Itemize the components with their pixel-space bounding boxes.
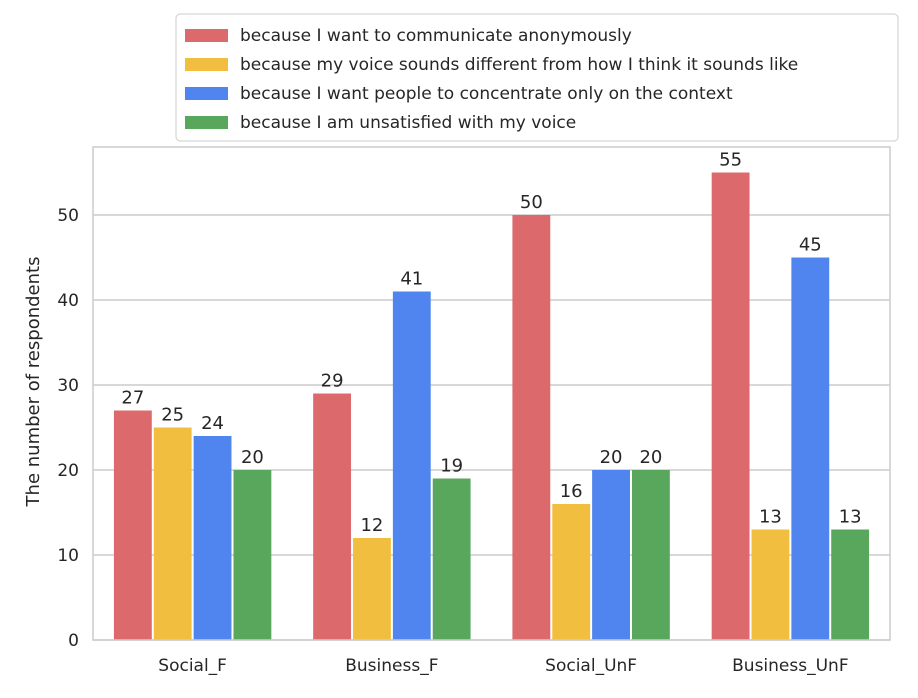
y-tick-label: 40 [57, 291, 79, 311]
bar-value-label: 20 [639, 447, 662, 468]
bar-value-label: 41 [400, 269, 423, 290]
bar-value-label: 25 [161, 405, 184, 426]
x-tick-label: Business_UnF [732, 656, 848, 676]
bar [791, 257, 830, 640]
bar-value-label: 13 [759, 507, 782, 528]
bar [711, 172, 750, 640]
bar-value-label: 19 [440, 456, 463, 477]
x-tick-labels: Social_F Business_F Social_UnF Business_UnF [158, 656, 848, 676]
y-axis-title: The number of respondents [23, 257, 44, 508]
bar-value-label: 20 [241, 447, 264, 468]
legend-entry-label: because I want to communicate anonymousl… [240, 26, 632, 46]
bar [392, 291, 431, 640]
legend-swatch [185, 87, 228, 100]
bar [512, 215, 551, 640]
legend-box [175, 13, 899, 142]
legend-entry-label: because my voice sounds different from h… [240, 55, 798, 75]
bar-value-label: 50 [520, 192, 543, 213]
bar [313, 393, 352, 640]
bar-value-label: 12 [360, 515, 383, 536]
bars [113, 172, 870, 640]
y-tick-label: 50 [57, 206, 79, 226]
y-tick-label: 0 [68, 631, 79, 651]
legend-entry-label: because I am unsatisfied with my voice [240, 113, 576, 133]
x-tick-label: Social_F [158, 656, 227, 676]
bar-value-label: 20 [600, 447, 623, 468]
y-tick-label: 30 [57, 376, 79, 396]
legend: because I want to communicate anonymousl… [175, 13, 899, 142]
y-tick-label: 10 [57, 546, 79, 566]
bar [751, 529, 790, 640]
x-tick-label: Social_UnF [545, 656, 637, 676]
y-tick-labels: 0 10 20 30 40 50 [57, 206, 79, 651]
bar [831, 529, 870, 640]
x-tick-label: Business_F [345, 656, 438, 676]
bar-value-label: 55 [719, 150, 742, 171]
bar [432, 478, 471, 640]
bar-value-label: 24 [201, 413, 224, 434]
legend-swatch [185, 29, 228, 42]
bar [153, 427, 192, 640]
bar [233, 470, 272, 640]
plot-frame [92, 146, 891, 641]
legend-swatch [185, 58, 228, 71]
bar-value-label: 16 [560, 481, 583, 502]
legend-swatch [185, 116, 228, 129]
bar [552, 504, 591, 640]
y-tick-label: 20 [57, 461, 79, 481]
bar [113, 410, 152, 640]
bar-value-labels: 27 25 24 20 29 12 41 19 50 16 20 20 55 13 45 13 [121, 150, 861, 537]
bar-value-label: 27 [121, 388, 144, 409]
bar [193, 436, 232, 640]
bar-value-label: 29 [321, 371, 344, 392]
legend-entry-label: because I want people to concentrate onl… [240, 84, 733, 104]
bar [353, 538, 391, 640]
bar-value-label: 45 [799, 235, 822, 256]
bar [631, 470, 670, 640]
bar-value-label: 13 [839, 507, 862, 528]
bar [592, 470, 630, 640]
